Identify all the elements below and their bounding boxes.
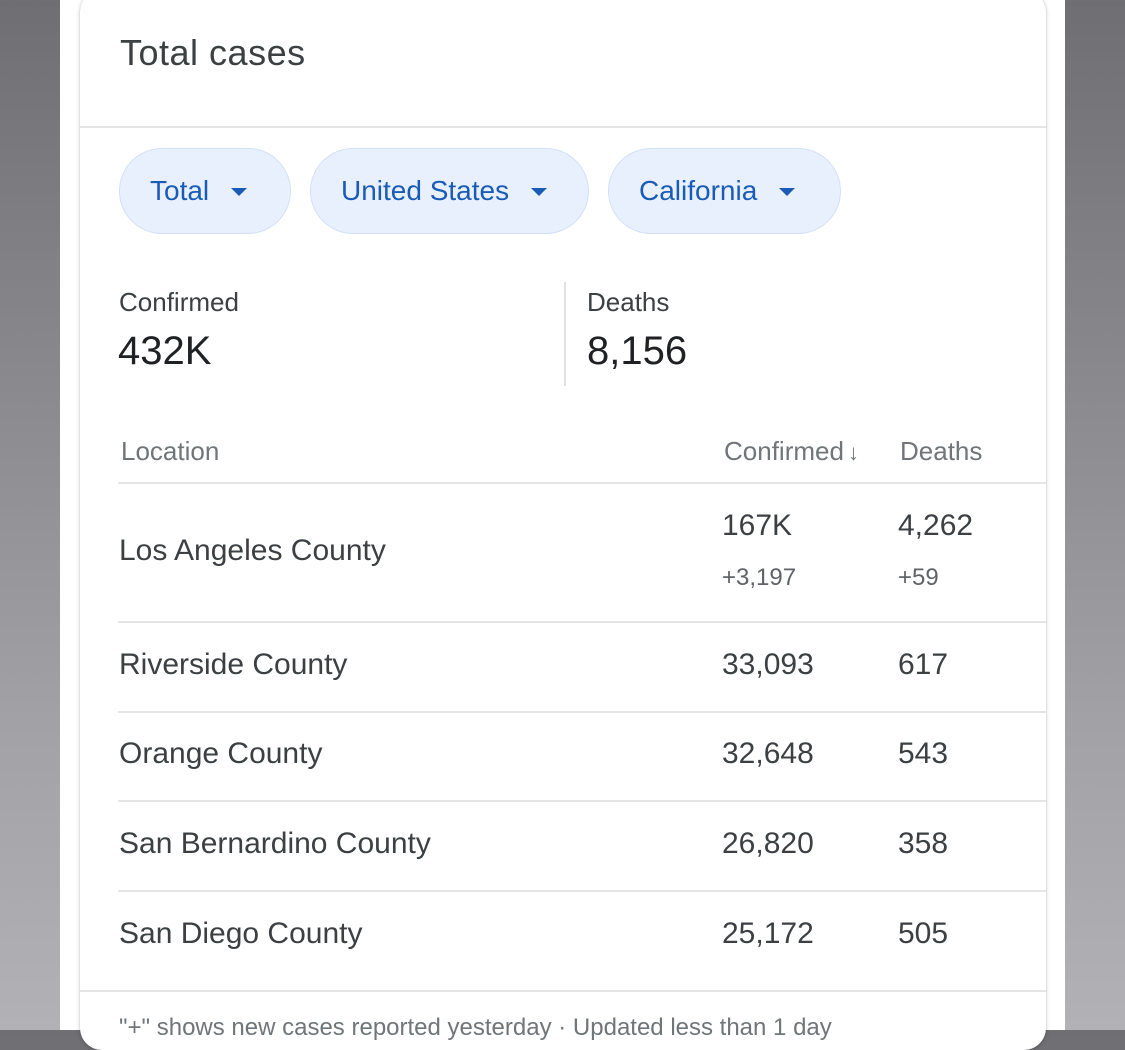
country-filter-label: United States	[341, 175, 510, 206]
deaths-column-header[interactable]: Deaths	[900, 436, 983, 466]
state-filter-label: California	[639, 175, 758, 206]
chevron-down-icon	[779, 188, 796, 196]
confirmed-column-header[interactable]: Confirmed ↓	[724, 436, 859, 467]
row-location[interactable]: San Bernardino County	[119, 827, 431, 860]
row-deaths: 617	[898, 648, 949, 681]
row-confirmed: 25,172	[722, 917, 814, 950]
state-filter-chip[interactable]: California	[608, 148, 841, 234]
footer-divider	[80, 990, 1046, 992]
footer-note: "+" shows new cases reported yesterday ·…	[119, 1014, 832, 1041]
country-filter-chip[interactable]: United States	[310, 148, 589, 234]
row-confirmed: 32,648	[722, 737, 814, 770]
row-location[interactable]: Orange County	[119, 737, 323, 770]
card-title: Total cases	[120, 32, 306, 73]
row-divider	[118, 711, 1046, 713]
row-confirmed: 26,820	[722, 827, 814, 860]
row-deaths: 505	[898, 917, 949, 950]
chevron-down-icon	[231, 188, 248, 196]
location-column-header[interactable]: Location	[121, 436, 220, 466]
title-divider	[80, 126, 1046, 128]
sort-down-arrow-icon: ↓	[847, 440, 859, 465]
summary-divider	[564, 282, 566, 386]
header-divider	[118, 482, 1046, 484]
row-deaths: 4,262	[898, 509, 974, 542]
row-confirmed: 167K	[722, 509, 793, 542]
row-location[interactable]: Riverside County	[119, 648, 348, 681]
row-divider	[118, 800, 1046, 802]
row-confirmed-delta: +3,197	[722, 564, 797, 591]
total-cases-card: Total cases Total United States Californ…	[80, 0, 1046, 1050]
row-deaths: 543	[898, 737, 949, 770]
row-divider	[118, 890, 1046, 892]
row-divider	[118, 621, 1046, 623]
phone-screen: Total cases Total United States Californ…	[60, 0, 1065, 1050]
confirmed-total: 432K	[118, 329, 212, 373]
row-deaths: 358	[898, 827, 949, 860]
row-location[interactable]: San Diego County	[119, 917, 363, 950]
row-confirmed: 33,093	[722, 648, 814, 681]
row-deaths-delta: +59	[898, 564, 939, 591]
confirmed-column-label: Confirmed	[724, 436, 844, 466]
total-filter-label: Total	[150, 175, 210, 206]
deaths-label: Deaths	[587, 287, 670, 317]
total-filter-chip[interactable]: Total	[119, 148, 291, 234]
row-location[interactable]: Los Angeles County	[119, 534, 386, 567]
deaths-total: 8,156	[587, 329, 688, 373]
confirmed-label: Confirmed	[119, 287, 239, 317]
chevron-down-icon	[531, 188, 548, 196]
